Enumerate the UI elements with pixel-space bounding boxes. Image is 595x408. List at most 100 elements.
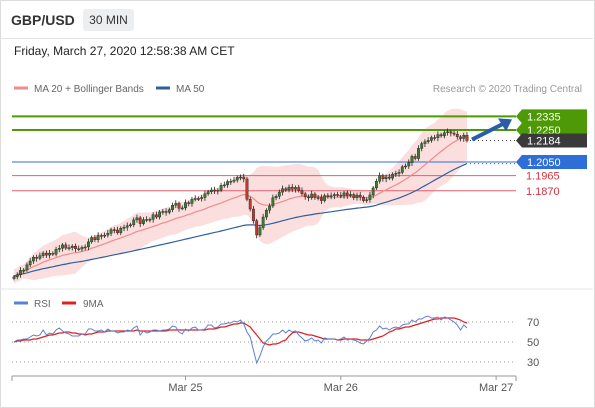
candle-body-30 xyxy=(109,229,113,234)
candle-body-29 xyxy=(106,232,110,236)
candle-body-135 xyxy=(449,131,453,134)
candle-body-72 xyxy=(245,178,249,200)
rsi-panel: 70 50 30 xyxy=(12,315,539,369)
timeframe-button[interactable]: 30 MIN xyxy=(83,9,134,31)
candle-body-107 xyxy=(358,194,362,198)
candle-body-63 xyxy=(216,189,220,192)
candle-body-116 xyxy=(387,176,391,179)
candle-body-120 xyxy=(400,166,404,173)
candle-body-104 xyxy=(349,194,352,196)
candle-body-16 xyxy=(64,244,68,249)
candle-body-127 xyxy=(423,141,427,144)
candle-body-113 xyxy=(378,175,382,182)
candle-body-60 xyxy=(206,191,210,195)
candle-body-81 xyxy=(274,196,278,199)
candle-body-57 xyxy=(197,198,200,200)
candle-body-58 xyxy=(200,197,204,199)
candle-body-8 xyxy=(38,255,42,259)
x-tick-label-Mar 27: Mar 27 xyxy=(479,382,513,394)
candle-body-65 xyxy=(222,184,226,187)
candle-body-56 xyxy=(193,198,197,200)
candle-body-44 xyxy=(154,214,158,218)
candle-body-78 xyxy=(264,209,268,218)
level-tag-1.2335 xyxy=(516,109,587,124)
candle-body-43 xyxy=(151,214,155,220)
candle-body-102 xyxy=(342,192,346,197)
candle-body-45 xyxy=(158,211,162,218)
candle-body-25 xyxy=(93,237,97,240)
candle-body-17 xyxy=(67,247,71,249)
candle-body-88 xyxy=(297,187,301,191)
chart-header: GBP/USD 30 MIN xyxy=(0,0,593,39)
candle-body-50 xyxy=(174,203,178,206)
candle-body-137 xyxy=(455,133,459,138)
candle-body-1 xyxy=(15,274,19,278)
candle-body-39 xyxy=(138,217,142,224)
candle-body-130 xyxy=(433,137,437,139)
candle-body-134 xyxy=(446,131,449,133)
legend-ma50-label: MA 50 xyxy=(176,84,205,95)
candle-body-91 xyxy=(307,196,310,199)
candle-body-2 xyxy=(19,270,22,276)
candle-body-69 xyxy=(235,177,239,181)
candle-body-32 xyxy=(116,229,119,233)
candle-body-77 xyxy=(261,216,265,228)
candle-body-49 xyxy=(171,204,174,210)
candle-body-93 xyxy=(313,193,317,198)
candle-body-33 xyxy=(119,228,123,233)
candle-body-112 xyxy=(375,180,378,189)
candle-body-68 xyxy=(232,179,236,182)
candle-body-31 xyxy=(112,229,116,231)
current-price-label: 1.2184 xyxy=(527,136,561,148)
level-tag-1.2250 xyxy=(516,123,587,137)
candle-body-36 xyxy=(129,224,132,226)
candle-body-11 xyxy=(48,252,51,256)
x-tick-label-Mar 25: Mar 25 xyxy=(168,382,202,394)
candle-body-34 xyxy=(122,227,126,229)
rsi-9ma-line xyxy=(13,317,468,346)
level-label-1.2335: 1.2335 xyxy=(527,111,561,123)
candle-body-89 xyxy=(300,190,304,195)
candle-body-59 xyxy=(203,193,207,198)
copyright-label: Research © 2020 Trading Central xyxy=(433,84,582,95)
candle-body-119 xyxy=(397,172,401,174)
candle-body-61 xyxy=(209,189,213,192)
candle-body-110 xyxy=(368,194,372,200)
x-tick-label-Mar 26: Mar 26 xyxy=(324,382,358,394)
legend-9ma-label: 9MA xyxy=(83,299,104,310)
legend-ma20-label: MA 20 + Bollinger Bands xyxy=(34,84,144,95)
candle-body-15 xyxy=(61,244,64,249)
candle-body-37 xyxy=(132,219,136,225)
candle-body-92 xyxy=(310,193,314,199)
candle-body-138 xyxy=(459,136,462,139)
candlesticks xyxy=(12,128,469,281)
candle-body-118 xyxy=(394,173,398,175)
candle-body-111 xyxy=(371,187,375,196)
candle-body-52 xyxy=(180,207,184,210)
candle-body-4 xyxy=(25,264,29,271)
level-label-1.1965: 1.1965 xyxy=(526,171,560,183)
candle-body-96 xyxy=(323,195,327,201)
candle-body-100 xyxy=(336,194,339,196)
candle-body-90 xyxy=(303,193,307,198)
rsi-tick-70: 70 xyxy=(527,317,539,329)
candle-body-124 xyxy=(413,156,417,159)
candle-body-121 xyxy=(404,165,407,168)
candle-body-79 xyxy=(268,205,272,211)
candle-body-129 xyxy=(430,137,433,141)
candle-body-101 xyxy=(339,195,343,197)
candle-body-132 xyxy=(439,134,443,137)
candle-body-97 xyxy=(326,195,330,197)
candle-body-82 xyxy=(277,191,281,197)
candle-body-48 xyxy=(167,209,171,213)
candle-body-53 xyxy=(184,202,187,209)
candle-body-46 xyxy=(161,211,165,213)
candle-body-21 xyxy=(80,247,84,250)
candle-body-94 xyxy=(316,197,320,199)
level-label-1.1870: 1.1870 xyxy=(526,186,560,198)
candle-body-139 xyxy=(462,135,466,139)
x-axis: Mar 25 Mar 26 Mar 27 xyxy=(11,375,517,394)
candle-body-105 xyxy=(352,194,356,198)
